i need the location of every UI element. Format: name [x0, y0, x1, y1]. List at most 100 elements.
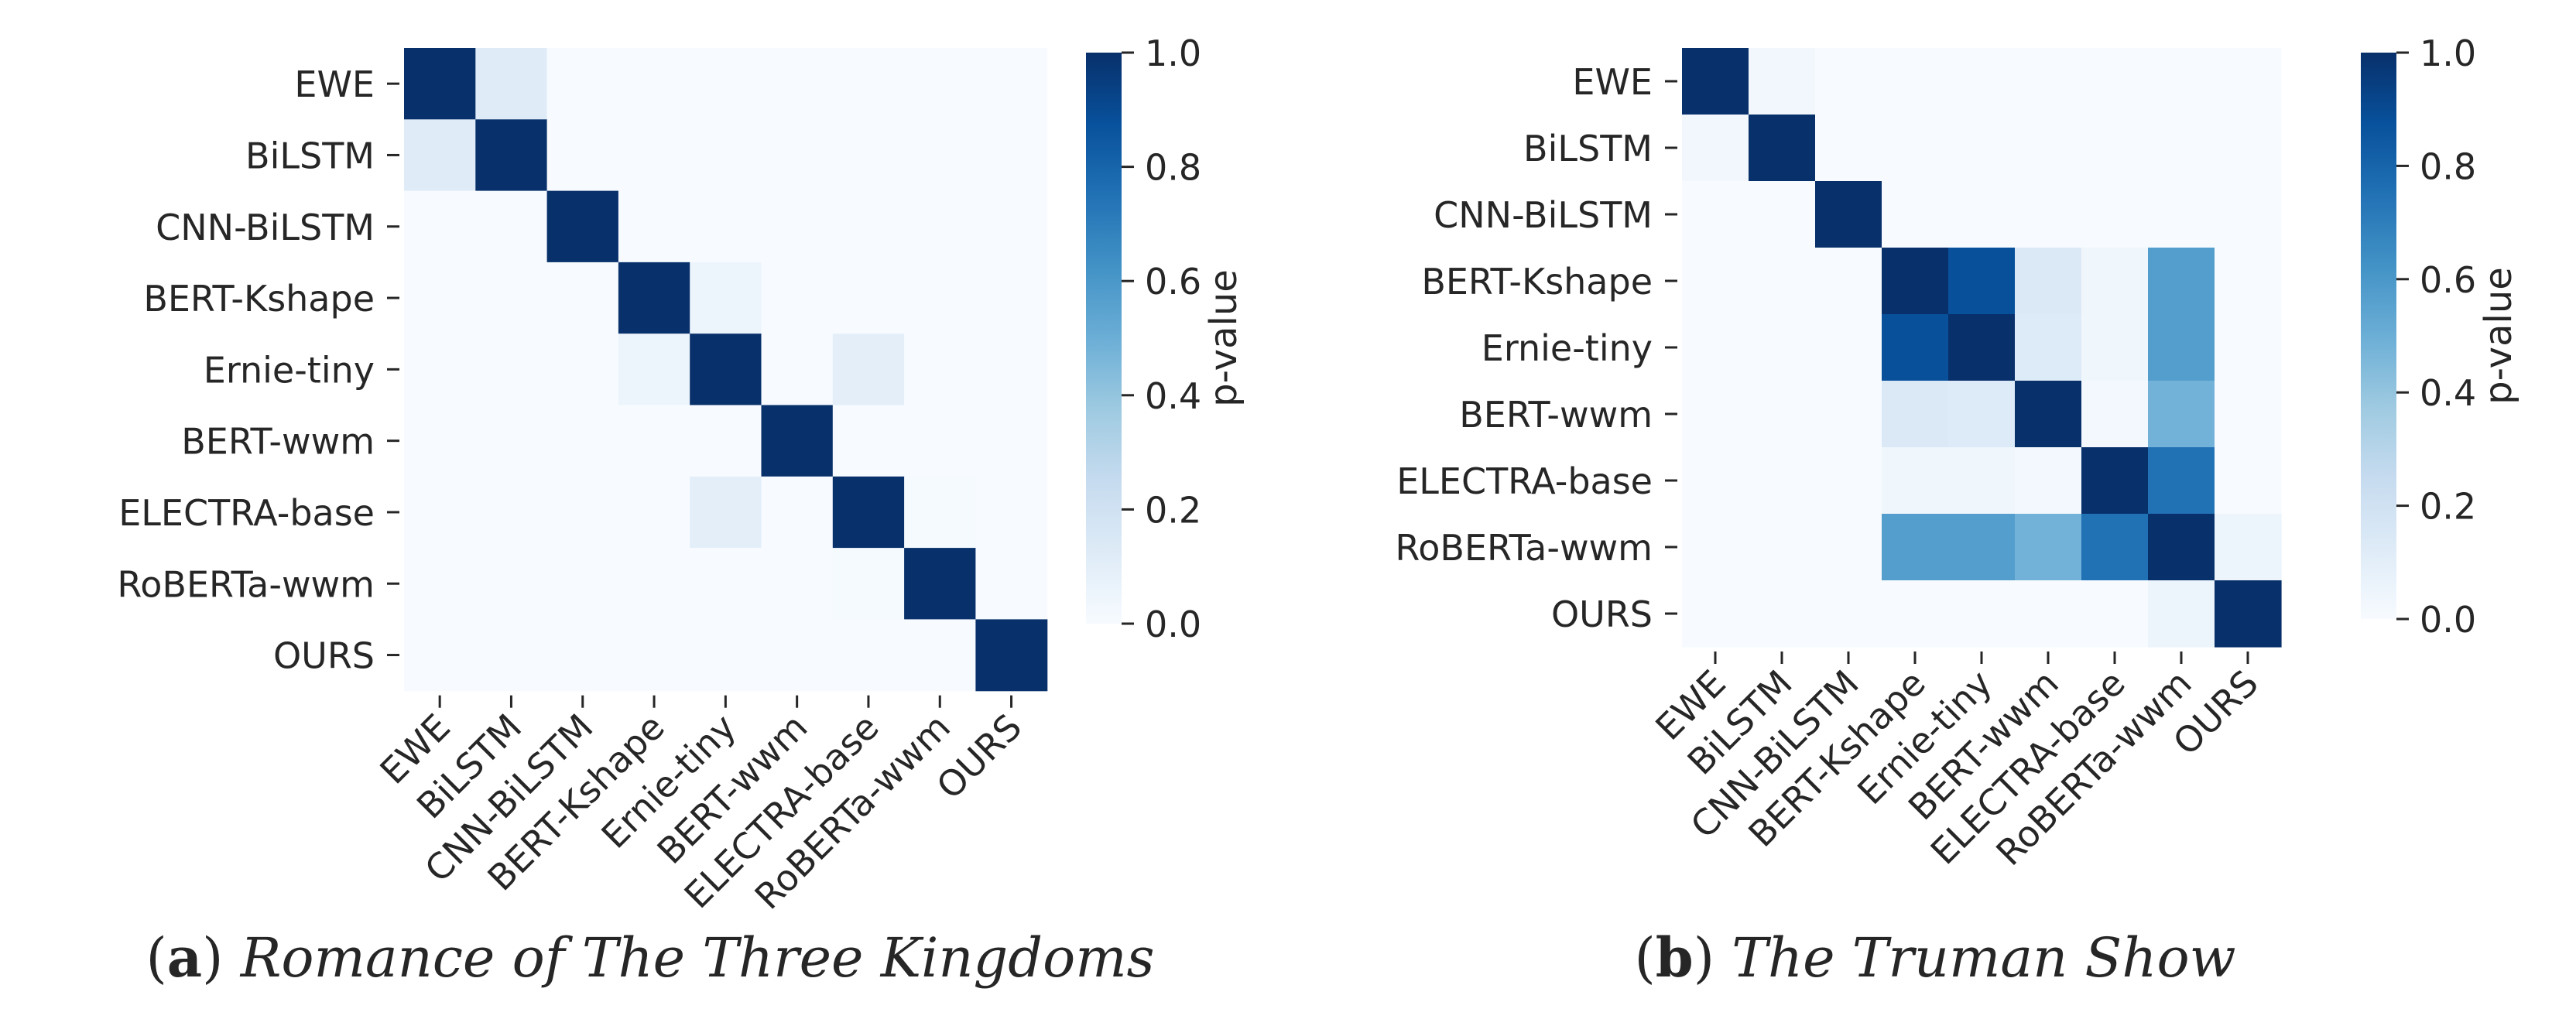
col-labels: EWEBiLSTMCNN-BiLSTMBERT-KshapeErnie-tiny…: [372, 695, 1029, 918]
heatmap-cell: [546, 190, 619, 263]
heatmap-cell: [1948, 48, 2016, 115]
heatmap-cell: [2015, 514, 2082, 581]
heatmap-cell: [2081, 580, 2149, 648]
row-label: ELECTRA-base: [1396, 460, 1653, 502]
heatmap-cell: [1948, 580, 2016, 648]
heatmap-cell: [2148, 115, 2215, 182]
heatmap-cell: [1682, 248, 1749, 315]
colorbar-tick-label: 0.0: [2420, 599, 2476, 641]
heatmap-cell: [761, 548, 834, 620]
heatmap-panel-b: EWE BiLSTM CNN-BiLSTM BERT-Kshape Ernie-tiny…: [1395, 32, 2520, 874]
heatmap-cell: [1682, 314, 1749, 381]
heatmap-cell: [546, 119, 619, 192]
heatmap-cell: [475, 619, 548, 692]
heatmap-cell: [690, 476, 762, 549]
heatmap-cell: [975, 548, 1048, 620]
heatmap-cell: [2148, 48, 2215, 115]
heatmap-cell: [690, 48, 762, 120]
heatmap-cell: [690, 619, 762, 692]
heatmap-cell: [2215, 314, 2282, 381]
heatmap-cell: [404, 619, 476, 692]
heatmap-cell: [1682, 381, 1749, 448]
heatmap-cell: [2215, 248, 2282, 315]
colorbar-gradient: [1086, 53, 1122, 624]
heatmap-cell: [2148, 248, 2215, 315]
heatmap-cell: [546, 48, 619, 120]
heatmap-cell: [618, 119, 690, 192]
heatmap-cell: [1682, 514, 1749, 581]
heatmap-cell: [2015, 580, 2082, 648]
heatmap-cell: [690, 548, 762, 620]
row-label: BERT-Kshape: [1421, 261, 1653, 303]
heatmap-cell: [618, 619, 690, 692]
heatmap-cell: [1749, 48, 1816, 115]
heatmap-cell: [2015, 48, 2082, 115]
heatmap-cell: [475, 262, 548, 334]
heatmap-cell: [475, 548, 548, 620]
heatmap-cell: [2015, 248, 2082, 315]
heatmap-cell: [832, 48, 905, 120]
heatmap-cell: [1882, 48, 1949, 115]
heatmap-cell: [1882, 447, 1949, 515]
heatmap-cell: [475, 190, 548, 263]
heatmap-cell: [1882, 181, 1949, 248]
heatmap-cell: [1948, 248, 2016, 315]
row-label: Ernie-tiny: [1482, 327, 1653, 369]
colorbar-tick-label: 0.8: [2420, 145, 2476, 187]
heatmap-cell: [761, 476, 834, 549]
heatmap-cell: [2148, 381, 2215, 448]
heatmap-cell: [761, 262, 834, 334]
caption-b-title: The Truman Show: [1732, 926, 2235, 990]
row-label: BERT-wwm: [1459, 394, 1653, 436]
row-label: CNN-BiLSTM: [1434, 194, 1653, 236]
heatmap-cell: [761, 190, 834, 263]
caption-b: (b) The Truman Show: [1634, 925, 2235, 990]
heatmap-cell: [404, 262, 476, 334]
heatmap-cell: [1948, 181, 2016, 248]
colorbar-tick-label: 1.0: [2420, 32, 2476, 74]
caption-a-open-paren: (: [146, 926, 166, 990]
heatmap-cell: [546, 333, 619, 406]
heatmap-cell: [690, 119, 762, 192]
row-label: BiLSTM: [1523, 128, 1653, 169]
heatmap-cell: [2148, 314, 2215, 381]
colorbar-tick-label: 0.8: [1145, 147, 1201, 189]
colorbar-label: p-value: [2477, 267, 2520, 405]
heatmap-cell: [1948, 447, 2016, 515]
heatmap-cell: [1815, 248, 1882, 315]
colorbar-tick-label: 0.6: [1145, 261, 1201, 303]
colorbar-tick-label: 1.0: [1145, 32, 1201, 74]
heatmap-cell: [904, 548, 976, 620]
heatmap-cell: [475, 333, 548, 406]
heatmap-cells: [404, 48, 1048, 692]
heatmap-cells: [1682, 48, 2282, 648]
heatmap-cell: [404, 333, 476, 406]
heatmap-cell: [2215, 514, 2282, 581]
heatmap-cell: [618, 405, 690, 477]
row-label: CNN-BiLSTM: [156, 207, 375, 248]
heatmap-cell: [690, 333, 762, 406]
row-label: EWE: [1572, 61, 1653, 103]
heatmap-cell: [404, 119, 476, 192]
heatmap-cell: [1815, 181, 1882, 248]
heatmap-cell: [475, 119, 548, 192]
row-label: BERT-wwm: [181, 421, 375, 463]
heatmap-cell: [690, 405, 762, 477]
heatmap-cell: [2015, 314, 2082, 381]
heatmap-cell: [2015, 115, 2082, 182]
heatmap-cell: [618, 48, 690, 120]
heatmap-cell: [546, 476, 619, 549]
heatmap-cell: [546, 262, 619, 334]
heatmap-cell: [975, 262, 1048, 334]
heatmap-cell: [1882, 514, 1949, 581]
heatmap-cell: [1749, 181, 1816, 248]
heatmap-cell: [1815, 580, 1882, 648]
caption-a-letter: a: [167, 925, 202, 990]
heatmap-cell: [1948, 115, 2016, 182]
heatmap-cell: [832, 119, 905, 192]
row-label: RoBERTa-wwm: [117, 563, 375, 605]
heatmap-cell: [1815, 48, 1882, 115]
row-label: EWE: [294, 63, 375, 105]
row-label: RoBERTa-wwm: [1395, 527, 1653, 569]
heatmap-cell: [2215, 580, 2282, 648]
